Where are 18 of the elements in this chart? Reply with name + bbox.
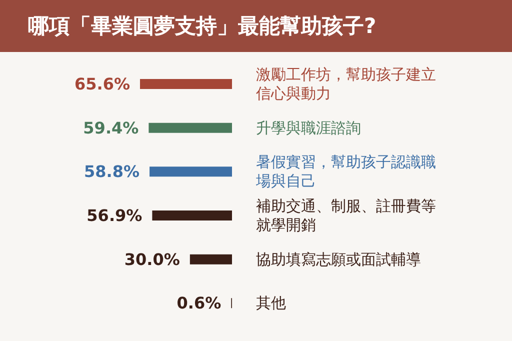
bar bbox=[152, 210, 232, 220]
data-label: 59.4% bbox=[83, 118, 139, 138]
y-tick-label: 暑假實習，幫助孩子認識職場與自己 bbox=[255, 153, 436, 190]
y-tick-label: 激勵工作坊，幫助孩子建立信心與動力 bbox=[256, 65, 436, 102]
chart-title: 哪項「畢業圓夢支持」最能幫助孩子? bbox=[0, 0, 512, 52]
data-label: 0.6% bbox=[176, 294, 222, 313]
y-tick-label: 補助交通、制服、註冊費等就學開銷 bbox=[256, 196, 436, 234]
data-label: 30.0% bbox=[124, 250, 180, 269]
bar bbox=[148, 122, 232, 133]
y-tick-label: 升學與職涯諮詢 bbox=[256, 118, 361, 137]
bar bbox=[190, 254, 232, 264]
data-label: 65.6% bbox=[74, 74, 130, 94]
y-tick-label: 其他 bbox=[256, 294, 286, 312]
data-label: 56.9% bbox=[86, 206, 142, 225]
bar bbox=[140, 79, 232, 89]
y-tick-label: 協助填寫志願或面試輔導 bbox=[256, 250, 421, 268]
data-label: 58.8% bbox=[84, 162, 140, 182]
bar bbox=[150, 166, 232, 177]
